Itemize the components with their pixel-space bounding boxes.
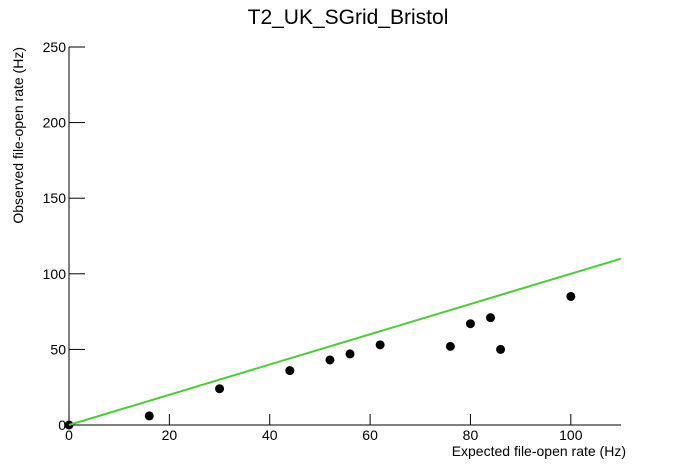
data-point bbox=[445, 341, 455, 351]
y-tick-label: 50 bbox=[50, 341, 66, 357]
data-point bbox=[375, 340, 385, 350]
x-tick-label: 100 bbox=[559, 427, 583, 443]
y-tick-label: 200 bbox=[43, 115, 67, 131]
x-tick-label: 80 bbox=[463, 427, 479, 443]
fit-line bbox=[68, 257, 622, 426]
data-point bbox=[144, 411, 154, 421]
data-point bbox=[325, 355, 335, 365]
x-tick-label: 20 bbox=[162, 427, 178, 443]
y-axis-label: Observed file-open rate (Hz) bbox=[10, 47, 26, 224]
y-tick-label: 250 bbox=[43, 39, 67, 55]
x-axis-label: Expected file-open rate (Hz) bbox=[452, 443, 626, 459]
data-point bbox=[285, 366, 295, 376]
data-point bbox=[215, 384, 225, 394]
data-point bbox=[566, 291, 576, 301]
y-tick-label: 150 bbox=[43, 190, 67, 206]
x-tick-label: 0 bbox=[65, 427, 73, 443]
x-tick-label: 60 bbox=[362, 427, 378, 443]
data-point bbox=[465, 319, 475, 329]
data-point bbox=[496, 344, 506, 354]
y-tick-label: 100 bbox=[43, 266, 67, 282]
x-tick-label: 40 bbox=[262, 427, 278, 443]
y-tick-label: 0 bbox=[58, 417, 66, 433]
data-point bbox=[486, 313, 496, 323]
chart-title: T2_UK_SGrid_Bristol bbox=[248, 6, 449, 29]
data-point bbox=[345, 349, 355, 359]
